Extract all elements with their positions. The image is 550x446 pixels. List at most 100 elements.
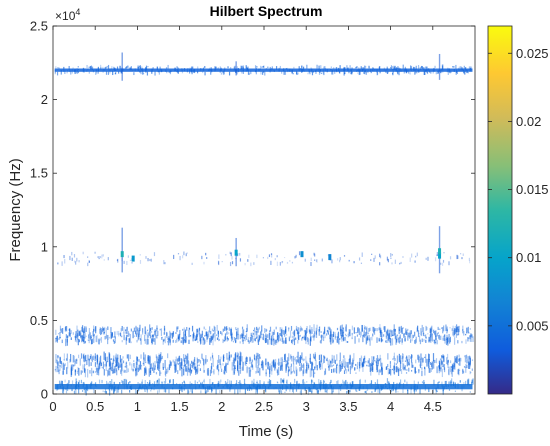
x-tick-label: 1.5	[171, 399, 189, 414]
spectrum-mark	[74, 385, 77, 391]
spectrum-mark	[289, 68, 291, 72]
spectrum-mark	[150, 338, 153, 343]
spectrum-mark	[284, 354, 286, 360]
spectrum-mark	[197, 330, 199, 336]
spectrum-mark	[145, 67, 147, 70]
spectrum-mark	[313, 324, 315, 332]
spectrum-mark	[118, 71, 120, 74]
spectrum-mark	[84, 368, 86, 371]
spectrum-mark	[247, 66, 249, 71]
spectrum-mark	[162, 339, 165, 342]
colorbar-tick-label: 0.025	[516, 46, 549, 61]
spectrum-mark	[282, 379, 285, 383]
spectrum-mark	[127, 368, 129, 373]
spectrum-mark	[103, 327, 105, 331]
spectrum-mark	[461, 340, 463, 344]
spectrum-mark	[219, 359, 221, 366]
spectrum-mark	[139, 70, 141, 73]
spectrum-mark	[462, 70, 465, 73]
spectrum-mark	[66, 338, 68, 346]
spectrum-mark	[446, 337, 449, 344]
spectrum-mark	[252, 332, 254, 336]
spectrum-mark	[243, 328, 245, 336]
spectrum-mark	[165, 388, 167, 393]
spectrum-mark	[392, 70, 394, 73]
spectrum-mark	[423, 338, 425, 342]
spectrum-mark	[387, 353, 389, 360]
spectrum-mark	[279, 327, 281, 332]
spectrum-mark	[442, 363, 445, 368]
spectrum-mark	[78, 385, 80, 390]
spectrum-mark	[294, 256, 296, 259]
spectrum-mark	[125, 331, 127, 334]
spectrum-mark	[169, 380, 171, 385]
spectrum-mark	[287, 362, 289, 365]
spectrum-mark	[290, 365, 292, 375]
spectrum-mark	[59, 337, 61, 339]
spectrum-mark	[451, 366, 453, 369]
spectrum-mark	[189, 381, 191, 385]
spectrum-mark	[322, 334, 324, 338]
spectrum-mark	[115, 363, 117, 366]
spectrum-mark	[324, 387, 326, 393]
spectrum-mark	[418, 369, 420, 372]
spectrum-mark	[247, 69, 249, 72]
spectrum-mark	[119, 66, 121, 70]
spectrum-mark	[75, 261, 77, 265]
spectrum-mark	[188, 361, 190, 367]
spectrum-mark	[292, 73, 294, 75]
spectrum-mark	[441, 362, 443, 365]
spectrum-mark	[351, 362, 353, 369]
spectrum-mark	[145, 367, 147, 375]
spectrum-mark	[141, 381, 143, 385]
spectrum-mark	[87, 256, 89, 258]
spectrum-mark	[134, 388, 137, 395]
spectrum-mark	[339, 257, 341, 261]
spectrum-mark	[82, 382, 84, 388]
spectrum-mark	[386, 256, 388, 261]
spectrum-mark	[366, 388, 369, 392]
spectrum-mark	[323, 380, 325, 383]
spectrum-mark	[256, 381, 258, 384]
spectrum-mark	[341, 324, 343, 332]
spectrum-mark	[431, 361, 433, 370]
spectrum-mark	[279, 365, 282, 371]
spectrum-mark	[162, 363, 164, 369]
spectrum-mark	[253, 354, 256, 360]
spectrum-mark	[233, 358, 235, 364]
spectrum-mark	[111, 362, 113, 371]
spectrum-mark	[446, 70, 448, 73]
spectrum-mark	[191, 365, 193, 367]
spectrum-mark	[420, 328, 422, 336]
spectrum-mark	[442, 335, 444, 341]
spectrum-mark	[291, 69, 294, 74]
spectrum-mark	[137, 387, 139, 392]
spectrum-mark	[317, 390, 319, 393]
spectrum-mark	[149, 328, 152, 336]
spectrum-mark	[176, 66, 178, 71]
spectrum-mark	[346, 365, 348, 368]
spectrum-mark	[299, 390, 301, 394]
spectrum-mark	[224, 380, 227, 385]
spectrum-mark	[161, 355, 163, 360]
spectrum-mark	[187, 67, 189, 70]
spectrum-mark	[307, 72, 309, 75]
spectrum-mark	[154, 330, 157, 337]
spectrum-mark	[183, 339, 185, 344]
spectrum-mark	[434, 359, 436, 363]
spectrum-mark	[123, 260, 125, 264]
spectrum-mark	[198, 364, 200, 366]
spectrum-mark	[176, 359, 178, 362]
spectrum-mark	[441, 360, 443, 366]
spectrum-mark	[408, 355, 410, 361]
spectrum-mark	[188, 369, 190, 373]
spectrum-mark	[146, 334, 148, 340]
spectrum-mark	[418, 368, 420, 374]
spectrum-mark	[217, 337, 220, 342]
spectrum-mark	[143, 384, 145, 390]
spectrum-mark	[258, 384, 261, 389]
spectrum-mark	[222, 386, 224, 388]
spectrum-mark	[105, 327, 108, 335]
spectrum-mark	[370, 68, 372, 73]
